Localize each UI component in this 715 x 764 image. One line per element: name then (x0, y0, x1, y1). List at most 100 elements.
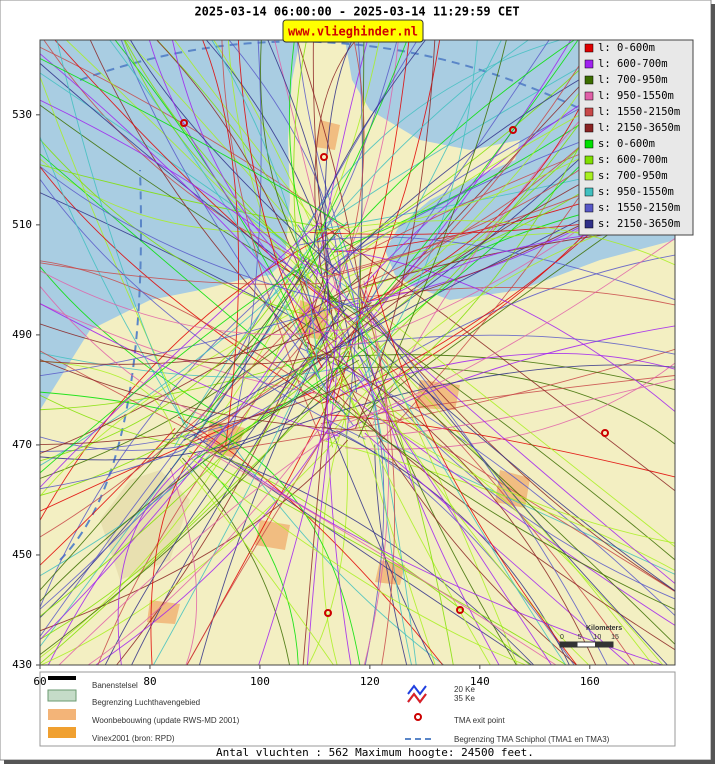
flight-track (40, 350, 350, 655)
y-tick-label: 430 (12, 658, 32, 671)
exit-icon (414, 713, 422, 721)
tma-boundary (79, 40, 641, 141)
legend-swatch (584, 203, 594, 213)
x-tick-label: 160 (580, 675, 600, 688)
flight-track (40, 391, 223, 427)
flight-track (40, 303, 340, 437)
flight-track (211, 40, 318, 365)
flight-track (258, 261, 341, 665)
scale-tick-label: 10 (593, 634, 601, 641)
flight-track (228, 40, 342, 288)
flight-track (56, 40, 185, 426)
x-tick-label: 60 (33, 675, 46, 688)
flight-track (40, 271, 373, 454)
legend-label: s: 950-1550m (598, 186, 674, 198)
flight-track (40, 179, 366, 440)
flight-track (298, 254, 675, 584)
flight-track (40, 303, 323, 395)
flight-track (317, 316, 491, 665)
flight-track (347, 238, 675, 424)
flight-track (40, 165, 361, 309)
flight-track (347, 353, 675, 393)
flight-track (40, 223, 348, 521)
flight-track (299, 347, 675, 616)
flight-track (358, 300, 518, 665)
flight-track (346, 40, 478, 400)
y-tick-label: 470 (12, 438, 32, 451)
flight-track (40, 382, 338, 665)
flight-track (40, 153, 350, 417)
flight-track (40, 258, 311, 618)
flight-track (306, 341, 597, 665)
legend-swatch (584, 187, 594, 197)
flight-track (329, 40, 575, 257)
map (40, 40, 675, 665)
flight-track (40, 288, 327, 538)
flight-track (40, 270, 350, 335)
flight-track (351, 325, 675, 592)
legend-swatch (584, 139, 594, 149)
flight-track (43, 40, 340, 276)
flight-track (227, 40, 262, 451)
scale-tick-label: 5 (578, 634, 582, 641)
footer-legend-text: Banenstelsel Begrenzing Luchthavengebied… (92, 681, 610, 744)
scale-tick-label: 15 (611, 634, 619, 641)
legend-swatch (584, 107, 594, 117)
flight-track (40, 139, 329, 321)
legend-label: s: 1550-2150m (598, 202, 680, 214)
exit-points (180, 119, 609, 617)
x-tick-label: 80 (143, 675, 156, 688)
flight-track (306, 329, 344, 665)
flight-track (316, 220, 675, 266)
flight-track (364, 432, 630, 665)
x-tick-label: 120 (360, 675, 380, 688)
flight-track (40, 58, 346, 227)
legend-swatch (584, 219, 594, 229)
flight-track (40, 136, 189, 429)
flight-track (40, 434, 341, 665)
legend-label: s: 0-600m (598, 138, 655, 150)
flight-track (40, 99, 318, 276)
flight-track (332, 390, 675, 651)
x-tick-label: 140 (470, 675, 490, 688)
flight-track (373, 413, 675, 544)
flight-track (334, 40, 410, 404)
flight-track (358, 346, 675, 645)
tma-boundary (59, 169, 142, 561)
flight-track (40, 359, 360, 602)
flight-track (40, 379, 360, 446)
flight-track (326, 285, 352, 665)
flight-track (40, 360, 175, 439)
flight-track (130, 40, 342, 275)
flight-track (104, 307, 347, 665)
legend-text: Woonbebouwing (update RWS-MD 2001) (92, 716, 240, 725)
legend-text: Begrenzing TMA Schiphol (TMA1 en TMA3) (454, 735, 610, 744)
flight-track (171, 40, 354, 320)
flight-track (87, 400, 341, 665)
flight-track (260, 40, 357, 326)
flight-track (320, 375, 675, 425)
legend-text: Vinex2001 (bron: RPD) (92, 734, 175, 743)
flight-track (317, 40, 399, 317)
flight-track (40, 316, 317, 610)
flight-track (40, 260, 328, 401)
flight-track (345, 285, 675, 548)
legend-label: l: 950-1550m (598, 90, 674, 102)
flight-track (322, 388, 356, 665)
legend-label: l: 2150-3650m (598, 122, 680, 134)
title: 2025-03-14 06:00:00 - 2025-03-14 11:29:5… (194, 5, 519, 19)
flight-track (40, 367, 350, 453)
flight-track (169, 467, 198, 665)
y-tick-label: 450 (12, 548, 32, 561)
flight-track (40, 53, 376, 402)
flight-track (354, 40, 436, 429)
flight-track (192, 442, 557, 665)
flight-track (40, 319, 328, 640)
legend-swatch (584, 59, 594, 69)
legend-text: Begrenzing Luchthavengebied (92, 698, 200, 707)
flight-track (295, 251, 590, 665)
flight-track (297, 224, 608, 665)
flight-track (95, 414, 338, 665)
legend-text: 35 Ke (454, 694, 475, 703)
